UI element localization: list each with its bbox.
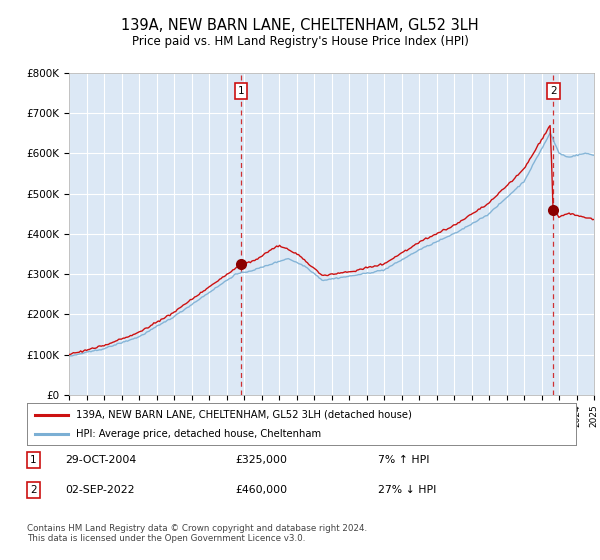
Text: 29-OCT-2004: 29-OCT-2004 [65, 455, 137, 465]
Text: 02-SEP-2022: 02-SEP-2022 [65, 486, 135, 496]
Text: Price paid vs. HM Land Registry's House Price Index (HPI): Price paid vs. HM Land Registry's House … [131, 35, 469, 49]
Text: 1: 1 [238, 86, 244, 96]
Text: Contains HM Land Registry data © Crown copyright and database right 2024.
This d: Contains HM Land Registry data © Crown c… [27, 524, 367, 543]
Text: 139A, NEW BARN LANE, CHELTENHAM, GL52 3LH: 139A, NEW BARN LANE, CHELTENHAM, GL52 3L… [121, 18, 479, 32]
Text: 2: 2 [30, 486, 37, 496]
Text: £325,000: £325,000 [236, 455, 287, 465]
Text: HPI: Average price, detached house, Cheltenham: HPI: Average price, detached house, Chel… [76, 429, 322, 439]
Text: £460,000: £460,000 [236, 486, 288, 496]
Text: 2: 2 [550, 86, 557, 96]
Text: 1: 1 [30, 455, 37, 465]
Text: 139A, NEW BARN LANE, CHELTENHAM, GL52 3LH (detached house): 139A, NEW BARN LANE, CHELTENHAM, GL52 3L… [76, 409, 412, 419]
Text: 27% ↓ HPI: 27% ↓ HPI [379, 486, 437, 496]
Text: 7% ↑ HPI: 7% ↑ HPI [379, 455, 430, 465]
